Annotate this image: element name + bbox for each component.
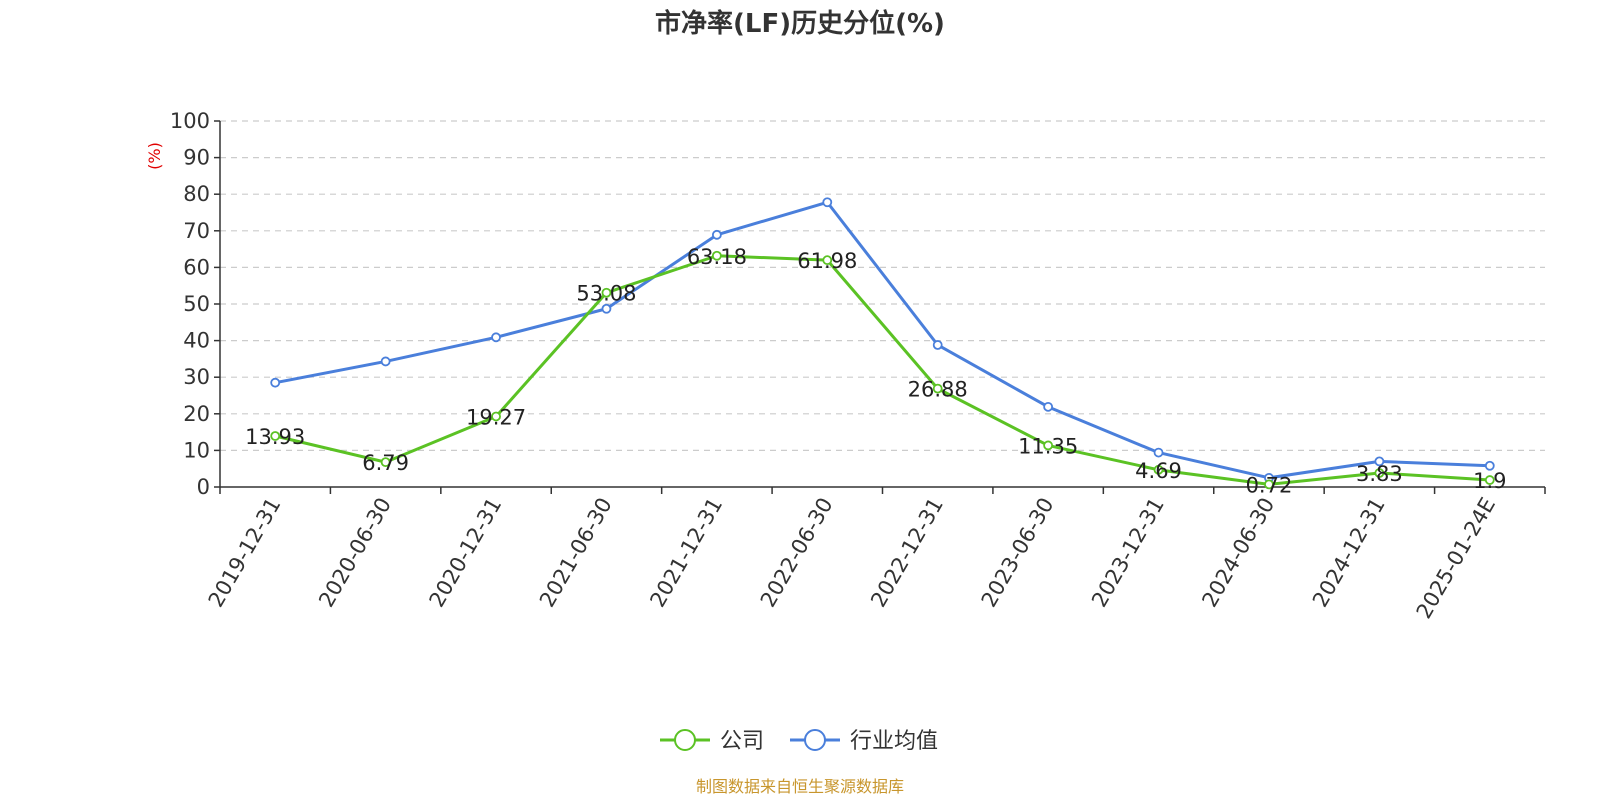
y-tick-label: 70	[183, 219, 210, 243]
data-point-1-11[interactable]	[1484, 460, 1495, 471]
data-labels: 13.93 6.79 19.27 53.08 63.18 61.98 26.88 11.35 4…	[245, 245, 1506, 498]
legend-marker	[674, 729, 696, 751]
legend-label: 公司	[720, 729, 764, 754]
data-point-0-3[interactable]	[601, 287, 612, 298]
x-tick-label: 2024-06-30	[1197, 494, 1279, 612]
x-tick-label: 2022-06-30	[756, 494, 838, 612]
x-tick-label: 2022-12-31	[866, 493, 948, 611]
data-point-1-2[interactable]	[491, 332, 501, 343]
y-tick-label: 90	[183, 146, 210, 170]
y-tick-label: 30	[183, 365, 210, 389]
series-1	[270, 197, 1495, 483]
data-point-0-1[interactable]	[380, 457, 391, 468]
source-note: 制图数据来自恒生聚源数据库	[696, 777, 904, 796]
y-tick-label: 80	[183, 182, 210, 206]
data-label: 11.35	[1018, 434, 1078, 458]
data-label: 3.83	[1356, 462, 1403, 486]
data-point-0-5[interactable]	[822, 255, 833, 266]
data-point-0-10[interactable]	[1374, 468, 1385, 478]
data-point-1-6[interactable]	[932, 340, 943, 350]
y-tick-label: 100	[170, 109, 210, 133]
data-label: 26.88	[908, 378, 968, 402]
data-point-0-4[interactable]	[711, 250, 722, 261]
series-0	[270, 250, 1495, 490]
data-label: 6.79	[362, 451, 409, 475]
series	[270, 197, 1495, 490]
x-tick-label: 2025-01-24E	[1412, 494, 1500, 623]
data-label: 4.69	[1135, 459, 1182, 483]
y-tick-label: 40	[183, 329, 210, 353]
y-axis-unit-label: (%)	[145, 142, 164, 170]
x-tick-label: 2019-12-31	[204, 494, 286, 612]
legend-item-0[interactable]: 公司	[660, 729, 764, 754]
legend-label: 行业均值	[850, 729, 938, 754]
series-line-1	[274, 200, 1490, 480]
chart-title: 市净率(LF)历史分位(%)	[655, 8, 945, 39]
data-label: 19.27	[466, 405, 526, 429]
x-tick-label: 2023-06-30	[977, 494, 1059, 612]
data-point-1-5[interactable]	[822, 197, 833, 208]
data-label: 63.18	[687, 245, 747, 269]
y-tick-label: 0	[197, 475, 210, 499]
y-tick-label: 10	[183, 438, 210, 462]
legend[interactable]: 公司 行业均值	[660, 729, 938, 754]
x-tick-label: 2020-06-30	[314, 494, 396, 612]
x-tick-label: 2020-12-31	[425, 493, 507, 611]
data-label: 1.9	[1473, 469, 1506, 493]
data-point-1-8[interactable]	[1153, 447, 1164, 458]
x-tick-label: 2023-12-31	[1087, 494, 1169, 612]
series-line-0	[274, 254, 1490, 486]
data-point-0-0[interactable]	[270, 431, 281, 441]
x-tick-label: 2021-06-30	[535, 494, 617, 612]
data-label: 0.72	[1246, 473, 1293, 497]
x-tick-label: 2021-12-31	[645, 494, 727, 612]
data-label: 13.93	[245, 425, 305, 449]
data-point-1-7[interactable]	[1043, 401, 1054, 412]
data-label: 61.98	[797, 249, 857, 273]
grid-lines	[220, 120, 1545, 451]
y-tick-label: 50	[183, 292, 210, 316]
data-point-0-6[interactable]	[932, 383, 943, 394]
data-point-0-2[interactable]	[491, 411, 501, 422]
data-point-0-11[interactable]	[1484, 475, 1495, 485]
data-point-0-7[interactable]	[1043, 440, 1054, 451]
data-point-0-9[interactable]	[1264, 479, 1274, 490]
data-point-1-10[interactable]	[1374, 456, 1385, 467]
y-tick-label: 20	[183, 402, 210, 426]
axes: 0 10 20 30 40 50 60 70 80 90 100 2019-12-31 2020-06-…	[170, 109, 1546, 623]
data-label: 53.08	[576, 282, 636, 306]
data-point-1-4[interactable]	[711, 229, 722, 240]
legend-item-1[interactable]: 行业均值	[790, 729, 938, 754]
data-point-1-3[interactable]	[601, 303, 612, 314]
data-point-0-8[interactable]	[1153, 464, 1164, 475]
x-tick-label: 2024-12-31	[1308, 494, 1390, 612]
data-point-1-1[interactable]	[380, 356, 391, 367]
y-tick-label: 60	[183, 255, 210, 279]
data-point-1-0[interactable]	[270, 377, 281, 388]
legend-marker	[804, 729, 826, 751]
